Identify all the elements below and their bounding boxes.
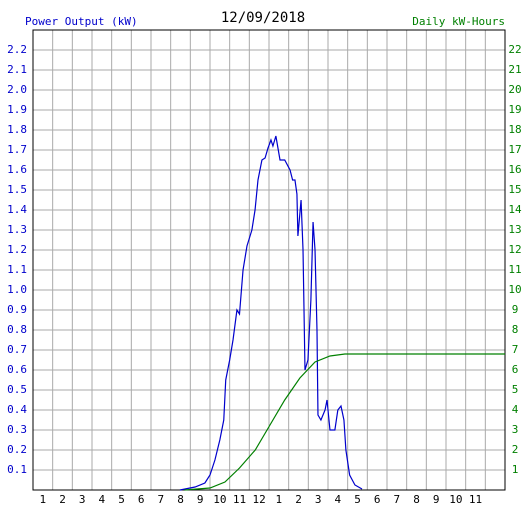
x-tick-label: 11 [233, 493, 246, 506]
y-tick-label: 1.4 [7, 203, 27, 216]
x-tick-label: 6 [374, 493, 381, 506]
x-tick-label: 3 [315, 493, 322, 506]
y-tick-label: 1.9 [7, 103, 27, 116]
y-tick-label: 1.6 [7, 163, 27, 176]
y2-tick-label: 1 [512, 463, 519, 476]
right-axis-title: Daily kW-Hours [412, 15, 505, 28]
y2-tick-label: 16 [508, 163, 521, 176]
y-tick-label: 1.5 [7, 183, 27, 196]
x-tick-label: 4 [335, 493, 342, 506]
x-tick-label: 12 [253, 493, 266, 506]
y-tick-label: 0.6 [7, 363, 27, 376]
y2-tick-label: 8 [512, 323, 519, 336]
y2-tick-label: 11 [508, 263, 521, 276]
y2-tick-label: 5 [512, 383, 519, 396]
x-tick-label: 6 [138, 493, 145, 506]
y2-tick-label: 22 [508, 43, 521, 56]
y-tick-label: 1.3 [7, 223, 27, 236]
chart-title: 12/09/2018 [221, 10, 305, 26]
y2-tick-label: 19 [508, 103, 521, 116]
y2-tick-label: 4 [512, 403, 519, 416]
x-tick-label: 2 [295, 493, 302, 506]
x-tick-label: 1 [40, 493, 47, 506]
x-tick-label: 8 [413, 493, 420, 506]
y-tick-label: 0.3 [7, 423, 27, 436]
y-tick-label: 0.1 [7, 463, 27, 476]
x-tick-label: 3 [79, 493, 86, 506]
left-axis-title: Power Output (kW) [25, 15, 138, 28]
y-tick-label: 0.9 [7, 303, 27, 316]
x-tick-label: 8 [177, 493, 184, 506]
y-tick-label: 0.5 [7, 383, 27, 396]
y2-tick-label: 14 [508, 203, 522, 216]
y2-tick-label: 3 [512, 423, 519, 436]
x-tick-label: 7 [158, 493, 165, 506]
y-tick-label: 0.2 [7, 443, 27, 456]
series-line [179, 135, 363, 491]
x-tick-label: 9 [433, 493, 440, 506]
y2-tick-label: 10 [508, 283, 521, 296]
x-tick-label: 7 [394, 493, 401, 506]
x-tick-label: 10 [449, 493, 462, 506]
y2-tick-label: 17 [508, 143, 521, 156]
y-tick-label: 1.8 [7, 123, 27, 136]
y2-tick-label: 2 [512, 443, 519, 456]
y2-tick-label: 7 [512, 343, 519, 356]
y-tick-label: 0.7 [7, 343, 27, 356]
y2-tick-label: 18 [508, 123, 521, 136]
y-tick-label: 2.2 [7, 43, 27, 56]
y-tick-label: 0.8 [7, 323, 27, 336]
y-tick-label: 1.7 [7, 143, 27, 156]
y2-tick-label: 9 [512, 303, 519, 316]
x-tick-label: 4 [99, 493, 106, 506]
x-tick-label: 11 [469, 493, 482, 506]
y2-tick-label: 20 [508, 83, 521, 96]
y2-tick-label: 15 [508, 183, 521, 196]
series-line [184, 353, 505, 491]
x-tick-label: 5 [354, 493, 361, 506]
y2-tick-label: 13 [508, 223, 521, 236]
x-tick-label: 1 [276, 493, 283, 506]
y-tick-label: 1.1 [7, 263, 27, 276]
x-tick-label: 10 [213, 493, 226, 506]
y-tick-label: 1.2 [7, 243, 27, 256]
y2-tick-label: 12 [508, 243, 521, 256]
y-tick-label: 2.0 [7, 83, 27, 96]
x-tick-label: 9 [197, 493, 204, 506]
x-tick-label: 2 [59, 493, 66, 506]
y-tick-label: 1.0 [7, 283, 27, 296]
y2-tick-label: 6 [512, 363, 519, 376]
y-tick-label: 0.4 [7, 403, 27, 416]
y-tick-label: 2.1 [7, 63, 27, 76]
plot-border [32, 29, 506, 491]
y2-tick-label: 21 [508, 63, 521, 76]
x-tick-label: 5 [118, 493, 125, 506]
